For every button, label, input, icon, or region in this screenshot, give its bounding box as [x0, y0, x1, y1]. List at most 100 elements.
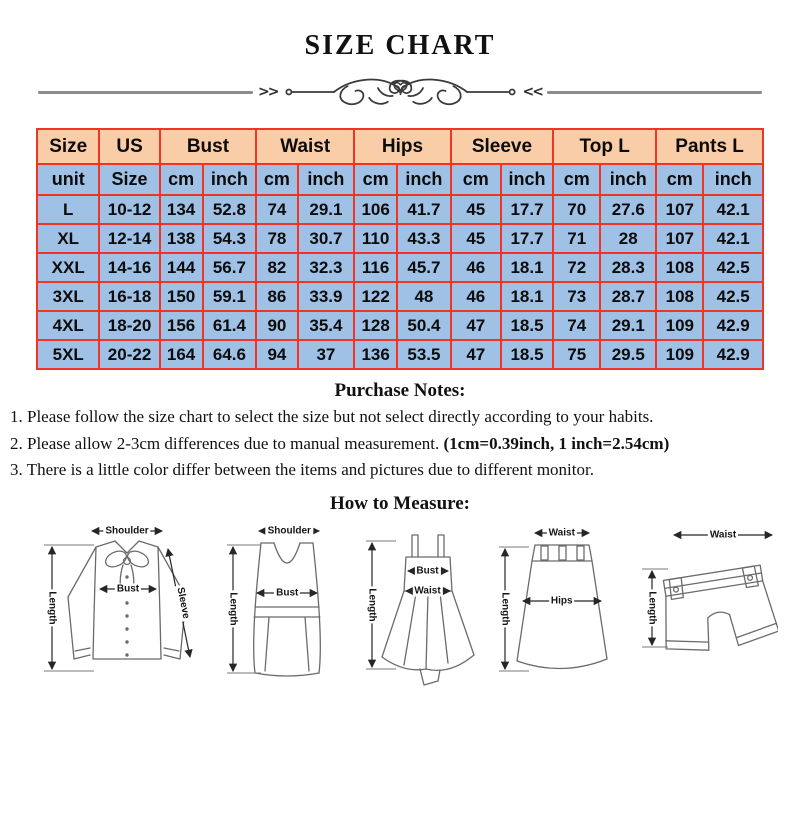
value-cell: 45 [449, 194, 502, 225]
purchase-notes-heading: Purchase Notes: [334, 380, 466, 401]
table-row: XL 12-14 138 54.3 78 30.7 110 43.3 45 17.7 71 28 107… [35, 223, 764, 254]
value-cell: 43.3 [396, 223, 452, 254]
value-cell: 138 [158, 223, 204, 254]
value-cell: 78 [255, 223, 299, 254]
size-chart-table: Size US Bust Waist Hips Sleeve Top L Pan… [35, 128, 764, 370]
value-cell: 42.9 [702, 339, 764, 370]
bust-label: Bust [274, 587, 301, 598]
value-cell: 90 [255, 310, 299, 341]
value-cell: 18.5 [499, 310, 555, 341]
value-cell: 17.7 [499, 223, 555, 254]
unit-cell: cm [449, 163, 502, 196]
shorts-illustration [642, 530, 778, 651]
vest-top-figure: Shoulder Length Bust [217, 521, 357, 693]
unit-cell: inch [702, 163, 764, 196]
column-header: US [98, 128, 161, 165]
unit-cell: Size [98, 163, 161, 196]
flourish-icon [284, 78, 516, 106]
value-cell: 136 [353, 339, 399, 370]
dress-illustration [365, 533, 475, 686]
value-cell: 116 [353, 252, 399, 283]
value-cell: 74 [255, 194, 299, 225]
page-title: SIZE CHART [304, 30, 496, 61]
shoulder-label: Shoulder [103, 525, 151, 536]
value-cell: 33.9 [296, 281, 356, 312]
conversion-note: (1cm=0.39inch, 1 inch=2.54cm) [443, 433, 670, 453]
purchase-note-3: 3. There is a little color differ betwee… [10, 460, 594, 479]
value-cell: 109 [655, 310, 705, 341]
unit-cell: unit [35, 163, 101, 196]
value-cell: 70 [552, 194, 602, 225]
value-cell: 14-16 [98, 252, 161, 283]
size-cell: 3XL [35, 281, 101, 312]
value-cell: 53.5 [396, 339, 452, 370]
purchase-note-2: 2. Please allow 2-3cm differences due to… [10, 433, 670, 453]
value-cell: 107 [655, 194, 705, 225]
table-row: 3XL 16-18 150 59.1 86 33.9 122 48 46 18.1 73 28.7 10… [35, 281, 764, 312]
value-cell: 27.6 [599, 194, 658, 225]
value-cell: 82 [255, 252, 299, 283]
table-row: 4XL 18-20 156 61.4 90 35.4 128 50.4 47 18.5 74 29.1… [35, 310, 764, 341]
value-cell: 156 [158, 310, 204, 341]
value-cell: 10-12 [98, 194, 161, 225]
value-cell: 42.1 [702, 194, 764, 225]
value-cell: 75 [552, 339, 602, 370]
unit-cell: cm [255, 163, 299, 196]
column-header: Hips [353, 128, 452, 165]
value-cell: 110 [353, 223, 399, 254]
divider-line-right [546, 90, 762, 94]
column-header: Size [35, 128, 101, 165]
value-cell: 128 [353, 310, 399, 341]
chevron-left-icon: << [522, 84, 545, 100]
value-cell: 41.7 [396, 194, 452, 225]
value-cell: 30.7 [296, 223, 356, 254]
value-cell: 46 [449, 281, 502, 312]
column-header: Top L [552, 128, 658, 165]
value-cell: 18.1 [499, 252, 555, 283]
dress-figure: Length Bust Waist [358, 521, 493, 693]
value-cell: 61.4 [201, 310, 258, 341]
size-cell: XL [35, 223, 101, 254]
value-cell: 106 [353, 194, 399, 225]
value-cell: 45.7 [396, 252, 452, 283]
value-cell: 50.4 [396, 310, 452, 341]
value-cell: 86 [255, 281, 299, 312]
table-row: 5XL 20-22 164 64.6 94 37 136 53.5 47 18.5 75 29.5 10… [35, 339, 764, 370]
how-to-measure-heading: How to Measure: [329, 492, 470, 514]
column-header: Bust [158, 128, 258, 165]
length-label: Length [499, 589, 511, 628]
column-header: Pants L [655, 128, 764, 165]
unit-cell: inch [499, 163, 555, 196]
value-cell: 144 [158, 252, 204, 283]
size-cell: L [35, 194, 101, 225]
value-cell: 12-14 [98, 223, 161, 254]
length-label: Length [46, 588, 58, 627]
unit-cell: inch [396, 163, 452, 196]
shoulder-label: Shoulder [265, 525, 313, 536]
waist-label: Waist [707, 529, 739, 540]
purchase-note-1: 1. Please follow the size chart to selec… [10, 407, 654, 426]
value-cell: 18.5 [499, 339, 555, 370]
value-cell: 73 [552, 281, 602, 312]
value-cell: 56.7 [201, 252, 258, 283]
table-row: XXL 14-16 144 56.7 82 32.3 116 45.7 46 18.1 72 28.3… [35, 252, 764, 283]
value-cell: 64.6 [201, 339, 258, 370]
value-cell: 29.1 [296, 194, 356, 225]
value-cell: 134 [158, 194, 204, 225]
value-cell: 29.1 [599, 310, 658, 341]
value-cell: 72 [552, 252, 602, 283]
waist-label: Waist [546, 527, 577, 538]
value-cell: 48 [396, 281, 452, 312]
value-cell: 42.5 [702, 281, 764, 312]
unit-cell: cm [353, 163, 399, 196]
value-cell: 28.3 [599, 252, 658, 283]
value-cell: 74 [552, 310, 602, 341]
value-cell: 107 [655, 223, 705, 254]
unit-cell: inch [296, 163, 356, 196]
value-cell: 47 [449, 310, 502, 341]
table-group-header-row: Size US Bust Waist Hips Sleeve Top L Pan… [35, 128, 764, 165]
value-cell: 46 [449, 252, 502, 283]
value-cell: 71 [552, 223, 602, 254]
size-cell: 4XL [35, 310, 101, 341]
value-cell: 42.5 [702, 252, 764, 283]
